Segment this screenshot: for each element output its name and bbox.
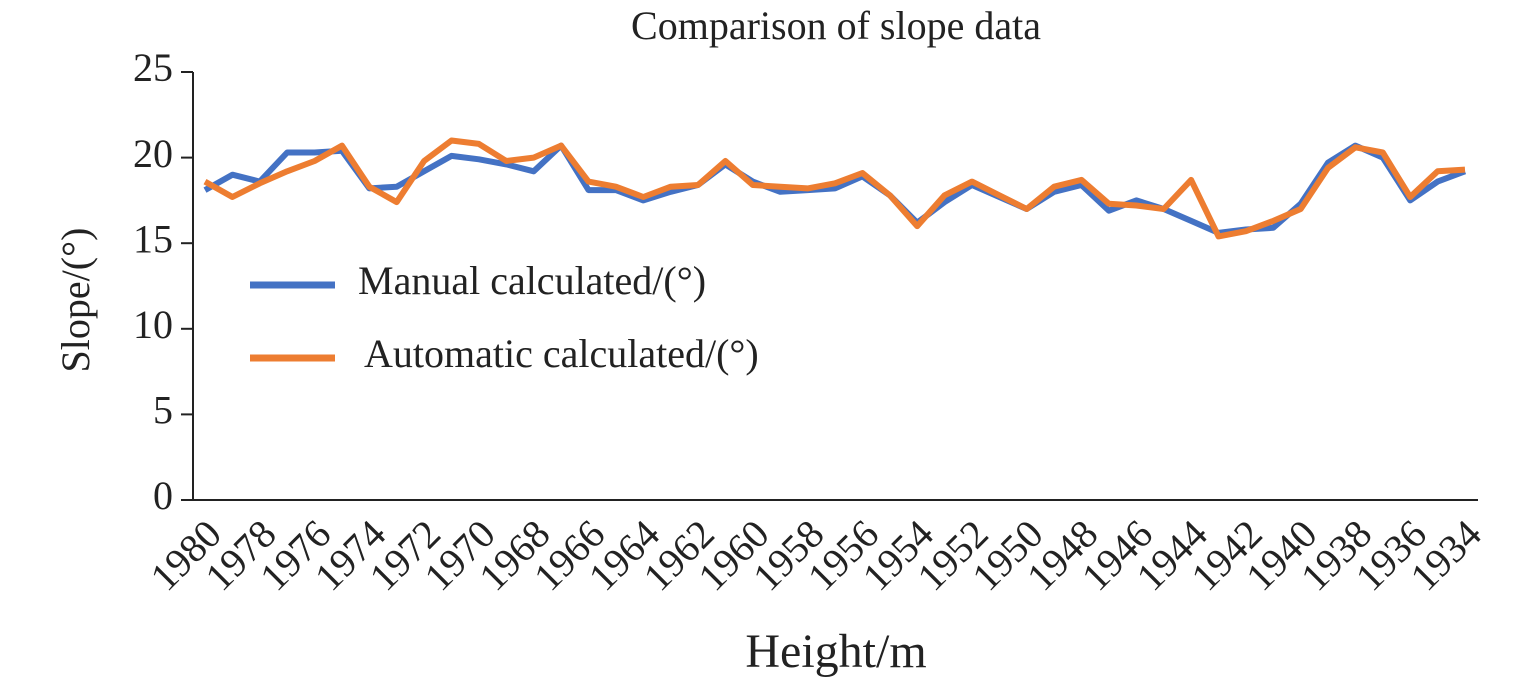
y-tick-label: 15 <box>133 216 173 261</box>
y-tick-label: 20 <box>133 131 173 176</box>
y-tick-label: 25 <box>133 45 173 90</box>
x-axis-label: Height/m <box>745 625 926 678</box>
y-tick-label: 10 <box>133 302 173 347</box>
y-axis-label: Slope/(°) <box>53 228 98 373</box>
chart-title: Comparison of slope data <box>631 3 1041 48</box>
legend-label: Automatic calculated/(°) <box>364 331 759 376</box>
y-tick-label: 0 <box>153 473 173 518</box>
y-tick-label: 5 <box>153 388 173 433</box>
legend-label: Manual calculated/(°) <box>358 258 706 303</box>
series-line <box>203 137 1466 240</box>
